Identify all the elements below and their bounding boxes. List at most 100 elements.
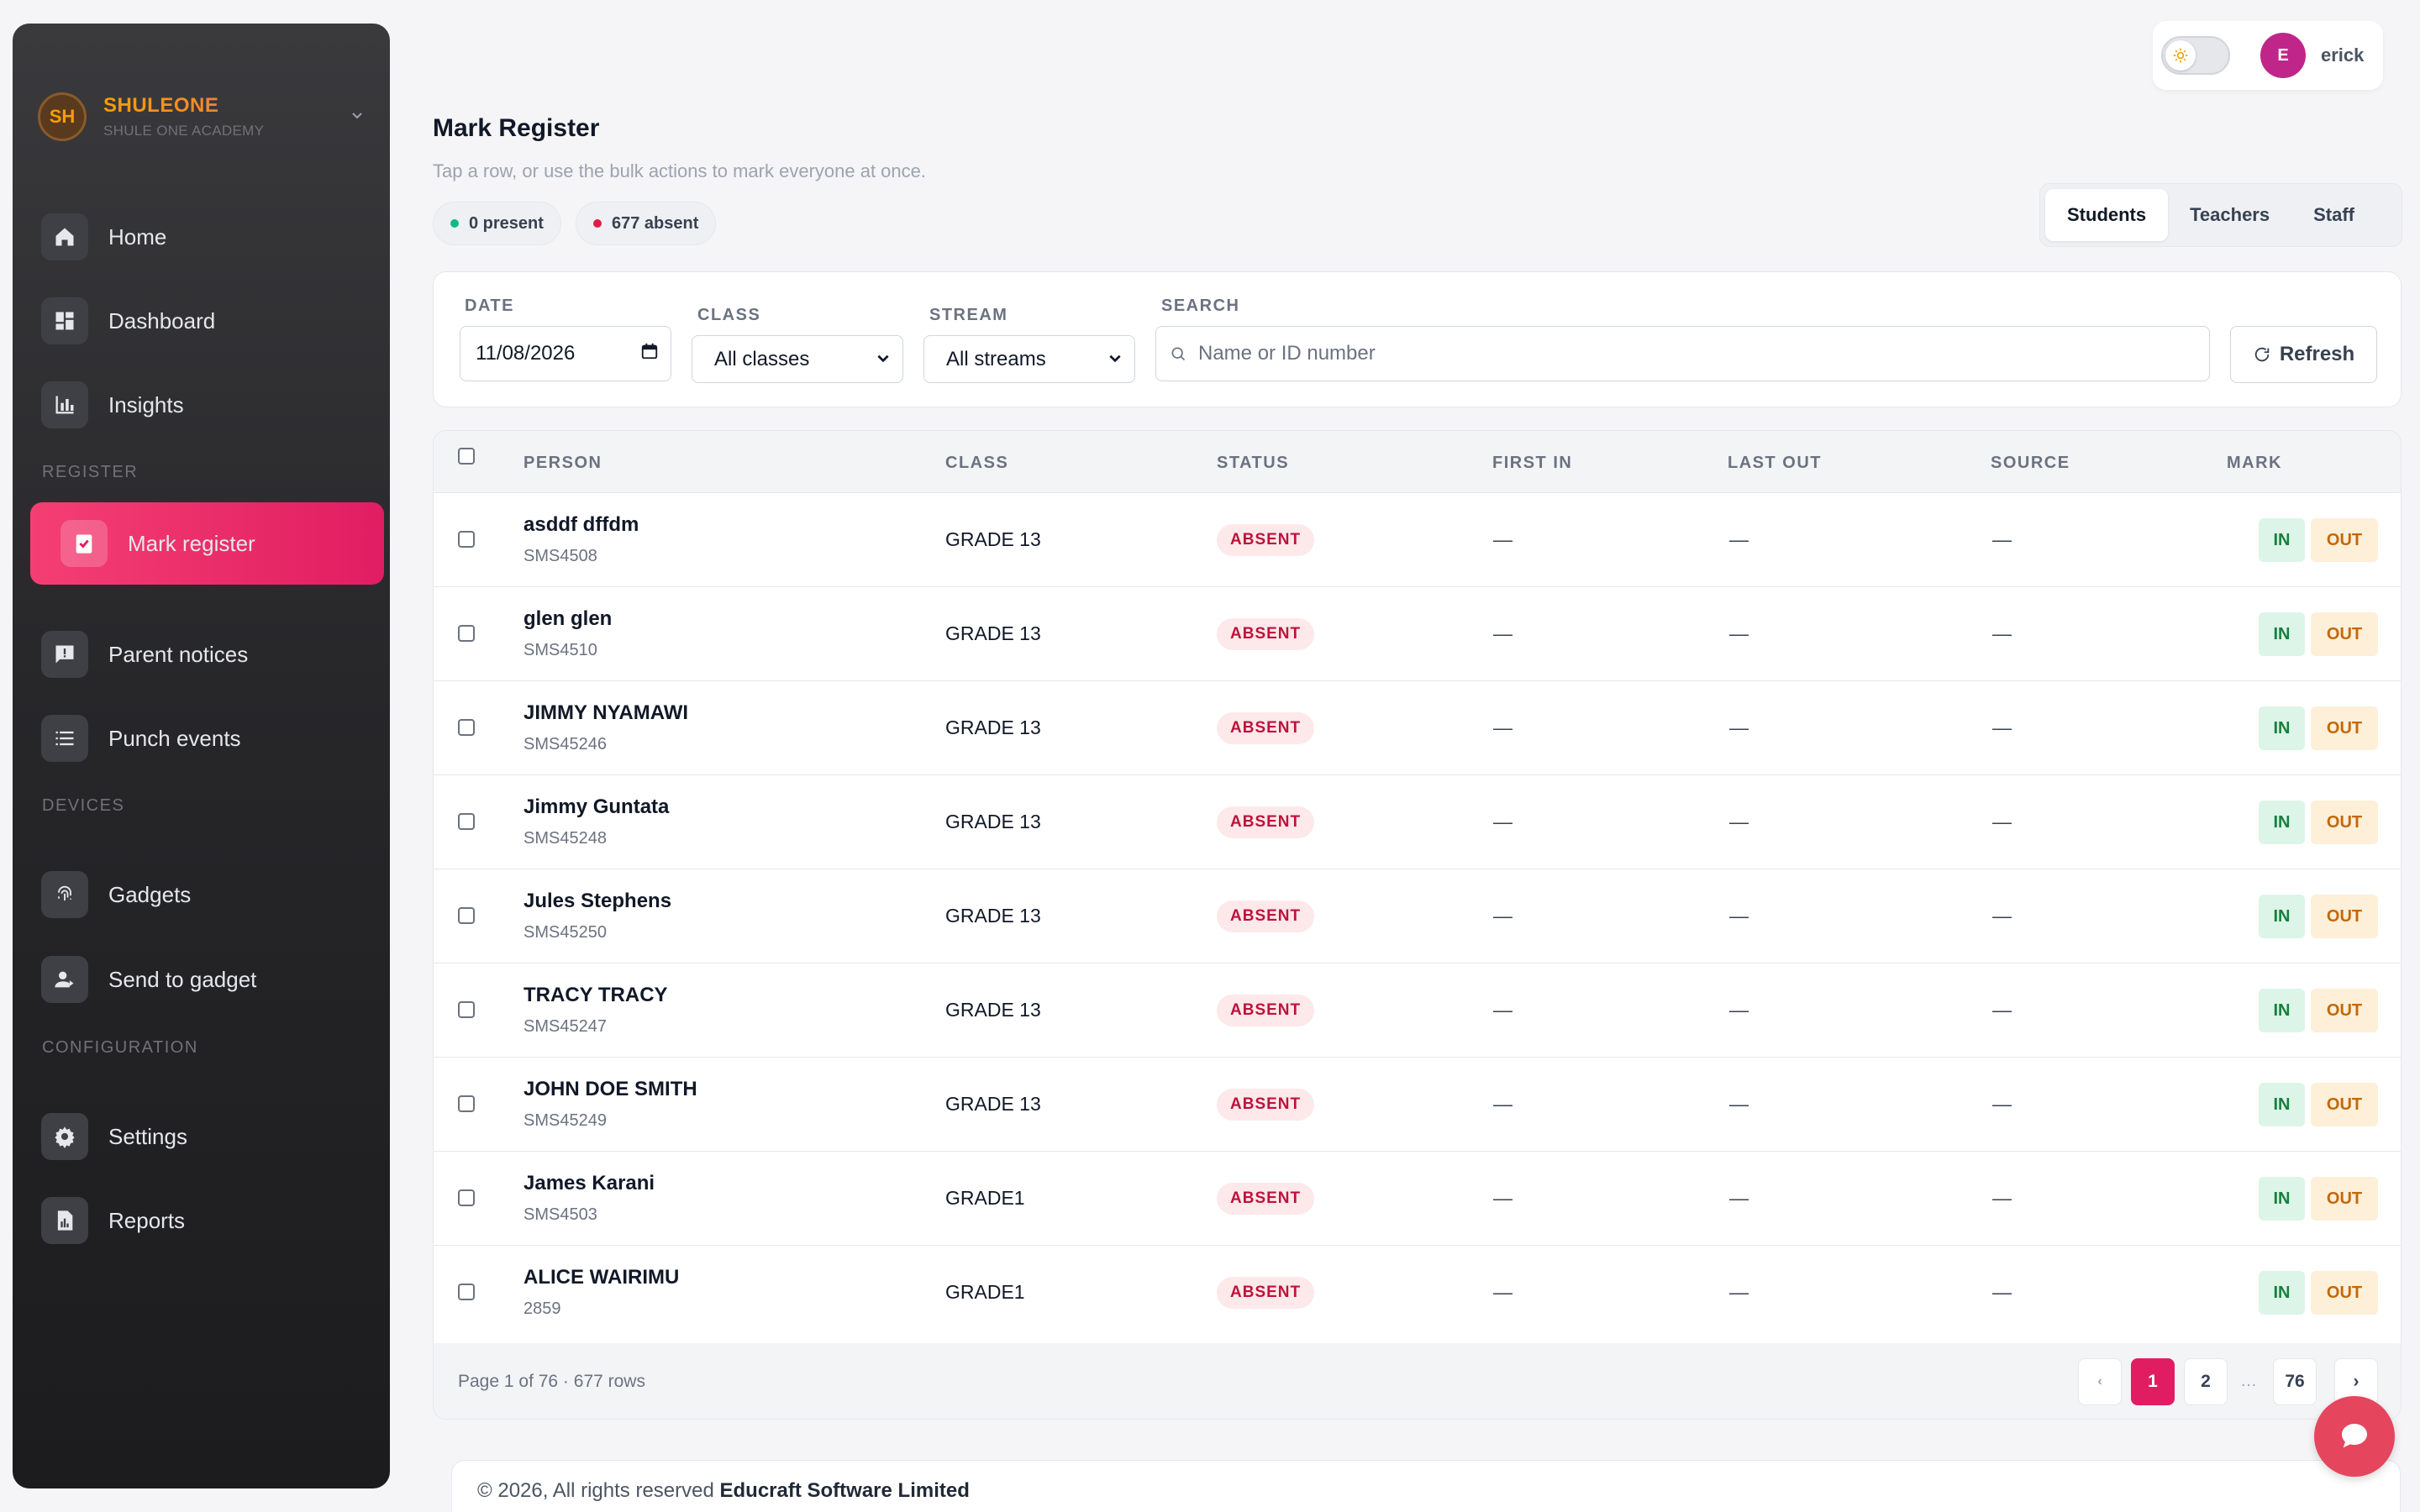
column-source: SOURCE	[1991, 454, 2070, 472]
table-row[interactable]: glen glen SMS4510 GRADE 13 ABSENT — — — …	[434, 587, 2401, 681]
mark-out-button[interactable]: OUT	[2311, 989, 2378, 1032]
row-checkbox[interactable]	[458, 813, 475, 830]
table-row[interactable]: TRACY TRACY SMS45247 GRADE 13 ABSENT — —…	[434, 963, 2401, 1058]
register-table: PERSON CLASS STATUS FIRST IN LAST OUT SO…	[433, 430, 2402, 1420]
mark-out-button[interactable]: OUT	[2311, 801, 2378, 844]
sidebar-item-home[interactable]: Home	[29, 197, 370, 277]
column-first-in: FIRST IN	[1492, 454, 1573, 472]
mark-in-button[interactable]: IN	[2259, 1083, 2305, 1126]
refresh-button[interactable]: Refresh	[2230, 326, 2377, 383]
row-checkbox[interactable]	[458, 1001, 475, 1018]
mark-out-button[interactable]: OUT	[2311, 518, 2378, 562]
person-name: Jules Stephens	[523, 890, 672, 912]
row-checkbox[interactable]	[458, 1095, 475, 1112]
table-row[interactable]: Jimmy Guntata SMS45248 GRADE 13 ABSENT —…	[434, 775, 2401, 869]
mark-in-button[interactable]: IN	[2259, 989, 2305, 1032]
person-id: SMS45249	[523, 1111, 607, 1130]
person-class: GRADE 13	[945, 528, 1041, 550]
table-row[interactable]: ALICE WAIRIMU 2859 GRADE1 ABSENT — — — I…	[434, 1246, 2401, 1340]
person-name: asddf dffdm	[523, 513, 639, 536]
sidebar-item-label: Insights	[108, 391, 184, 417]
absent-count-badge: 677 absent	[576, 202, 717, 245]
column-mark: MARK	[2227, 454, 2282, 472]
status-badge: ABSENT	[1217, 1183, 1315, 1215]
mark-in-button[interactable]: IN	[2259, 1271, 2305, 1315]
sidebar-item-gadgets[interactable]: Gadgets	[29, 854, 370, 935]
sidebar-item-mark-register[interactable]: Mark register	[30, 502, 384, 585]
tab-teachers[interactable]: Teachers	[2190, 204, 2270, 225]
mark-in-button[interactable]: IN	[2259, 706, 2305, 750]
school-switcher[interactable]: SH SHULEONE SHULE ONE ACADEMY	[38, 89, 374, 144]
date-input[interactable]: 11/08/2026	[460, 326, 671, 381]
sidebar-item-parent-notices[interactable]: Parent notices	[29, 614, 370, 695]
mark-out-button[interactable]: OUT	[2311, 706, 2378, 750]
date-value: 11/08/2026	[476, 342, 576, 365]
sidebar-item-insights[interactable]: Insights	[29, 365, 370, 445]
page-button-1[interactable]: 1	[2131, 1358, 2175, 1405]
clipboard-check-icon	[60, 520, 108, 567]
row-checkbox[interactable]	[458, 907, 475, 924]
dashboard-icon	[41, 297, 88, 344]
mark-out-button[interactable]: OUT	[2311, 612, 2378, 656]
mark-out-button[interactable]: OUT	[2311, 895, 2378, 938]
class-select[interactable]: All classes	[692, 335, 903, 383]
company-link[interactable]: Educraft Software Limited	[719, 1479, 970, 1502]
table-row[interactable]: James Karani SMS4503 GRADE1 ABSENT — — —…	[434, 1152, 2401, 1246]
sidebar-item-label: Reports	[108, 1207, 186, 1233]
person-id: SMS45247	[523, 1017, 607, 1036]
search-input[interactable]	[1198, 342, 2209, 365]
mark-in-button[interactable]: IN	[2259, 518, 2305, 562]
person-id: SMS45248	[523, 829, 607, 848]
table-row[interactable]: JIMMY NYAMAWI SMS45246 GRADE 13 ABSENT —…	[434, 681, 2401, 775]
stream-label: STREAM	[929, 306, 1008, 324]
page-button-2[interactable]: 2	[2184, 1358, 2228, 1405]
sidebar-item-send-to-gadget[interactable]: Send to gadget	[29, 939, 370, 1020]
sidebar-item-settings[interactable]: Settings	[29, 1096, 370, 1177]
sidebar-item-punch-events[interactable]: Punch events	[29, 698, 370, 779]
avatar[interactable]: E	[2260, 33, 2306, 78]
mark-out-button[interactable]: OUT	[2311, 1083, 2378, 1126]
search-icon	[1170, 345, 1186, 362]
row-checkbox[interactable]	[458, 1284, 475, 1300]
mark-out-button[interactable]: OUT	[2311, 1177, 2378, 1221]
stream-select[interactable]: All streams	[923, 335, 1135, 383]
source-value: —	[1992, 811, 2012, 832]
mark-out-button[interactable]: OUT	[2311, 1271, 2378, 1315]
status-badge: ABSENT	[1217, 618, 1315, 650]
table-row[interactable]: Jules Stephens SMS45250 GRADE 13 ABSENT …	[434, 869, 2401, 963]
sidebar-item-reports[interactable]: Reports	[29, 1180, 370, 1261]
sidebar-item-dashboard[interactable]: Dashboard	[29, 281, 370, 361]
mark-in-button[interactable]: IN	[2259, 801, 2305, 844]
tab-staff[interactable]: Staff	[2313, 204, 2354, 225]
last-out-value: —	[1729, 999, 1749, 1021]
row-checkbox[interactable]	[458, 719, 475, 736]
user-bar: E erick	[2153, 21, 2383, 90]
table-row[interactable]: JOHN DOE SMITH SMS45249 GRADE 13 ABSENT …	[434, 1058, 2401, 1152]
gear-icon	[41, 1113, 88, 1160]
select-all-checkbox[interactable]	[458, 448, 475, 465]
row-checkbox[interactable]	[458, 1189, 475, 1206]
prev-page-button[interactable]: ‹	[2078, 1358, 2122, 1405]
section-devices: DEVICES	[42, 796, 125, 815]
stream-select-value: All streams	[946, 347, 1046, 370]
person-name: ALICE WAIRIMU	[523, 1266, 680, 1289]
person-name: glen glen	[523, 607, 613, 630]
row-checkbox[interactable]	[458, 531, 475, 548]
table-row[interactable]: asddf dffdm SMS4508 GRADE 13 ABSENT — — …	[434, 493, 2401, 587]
source-value: —	[1992, 528, 2012, 550]
row-checkbox[interactable]	[458, 625, 475, 642]
mark-in-button[interactable]: IN	[2259, 1177, 2305, 1221]
user-name[interactable]: erick	[2321, 45, 2365, 66]
mark-in-button[interactable]: IN	[2259, 895, 2305, 938]
search-input-wrapper[interactable]	[1155, 326, 2210, 381]
mark-in-button[interactable]: IN	[2259, 612, 2305, 656]
sidebar-item-label: Home	[108, 223, 167, 249]
section-register: REGISTER	[42, 463, 139, 481]
source-value: —	[1992, 1281, 2012, 1303]
theme-toggle[interactable]	[2161, 36, 2230, 75]
tab-students[interactable]: Students	[2045, 189, 2169, 241]
person-class: GRADE 13	[945, 811, 1041, 832]
chat-button[interactable]	[2314, 1396, 2395, 1477]
class-label: CLASS	[697, 306, 761, 324]
page-button-76[interactable]: 76	[2273, 1358, 2317, 1405]
